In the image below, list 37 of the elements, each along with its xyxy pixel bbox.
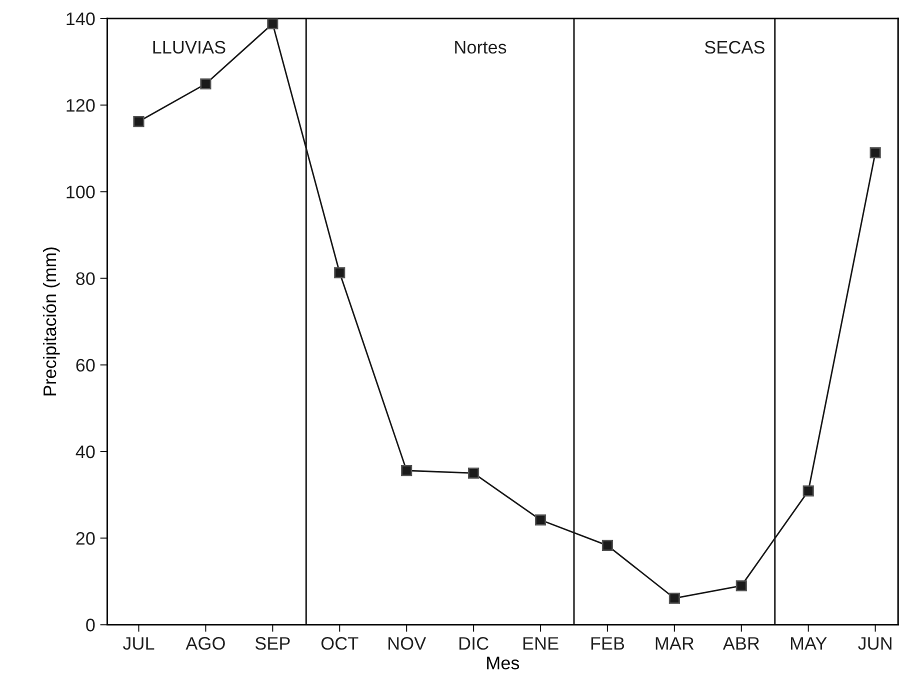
x-tick-label: FEB	[591, 637, 624, 650]
point	[534, 514, 546, 526]
point	[200, 78, 212, 90]
point	[736, 580, 747, 592]
x-tick-label: JUN	[858, 637, 892, 650]
x-tick-label: ENE	[523, 637, 558, 650]
x-axis-title: Mes	[487, 656, 520, 670]
x-tick-label: ABR	[722, 637, 760, 650]
point	[602, 540, 614, 552]
x-tick-label: MAY	[790, 637, 827, 650]
x-tick-label: DIC	[459, 637, 488, 650]
y-tick-label: 80	[76, 272, 95, 286]
y-tick-label: 100	[66, 186, 95, 198]
x-tick-label: MAR	[656, 637, 694, 650]
y-tick-label: 20	[76, 532, 95, 545]
point	[870, 147, 881, 158]
y-tick-label: 120	[66, 99, 95, 112]
x-tick-label: AGO	[186, 637, 225, 650]
y-tick-label: 60	[76, 358, 95, 372]
point	[802, 485, 814, 496]
x-tick-label: SEP	[255, 637, 290, 650]
y-tick-label: 140	[66, 12, 95, 26]
annotation: SECAS	[704, 40, 764, 54]
point	[668, 592, 680, 604]
annotation: LLUVIAS	[153, 40, 226, 54]
point	[267, 18, 278, 30]
annotation: Nortes	[455, 41, 506, 54]
point	[334, 267, 346, 278]
x-tick-label: JUL	[122, 637, 154, 650]
x-tick-label: NOV	[388, 637, 426, 650]
x-tick-label: OCT	[321, 637, 358, 650]
point	[468, 468, 480, 479]
point	[133, 116, 144, 128]
y-tick-label: 40	[76, 445, 95, 458]
point	[401, 465, 412, 476]
y-axis-title: Precipitación (mm)	[42, 247, 60, 396]
y-tick-label: 0	[86, 618, 95, 632]
